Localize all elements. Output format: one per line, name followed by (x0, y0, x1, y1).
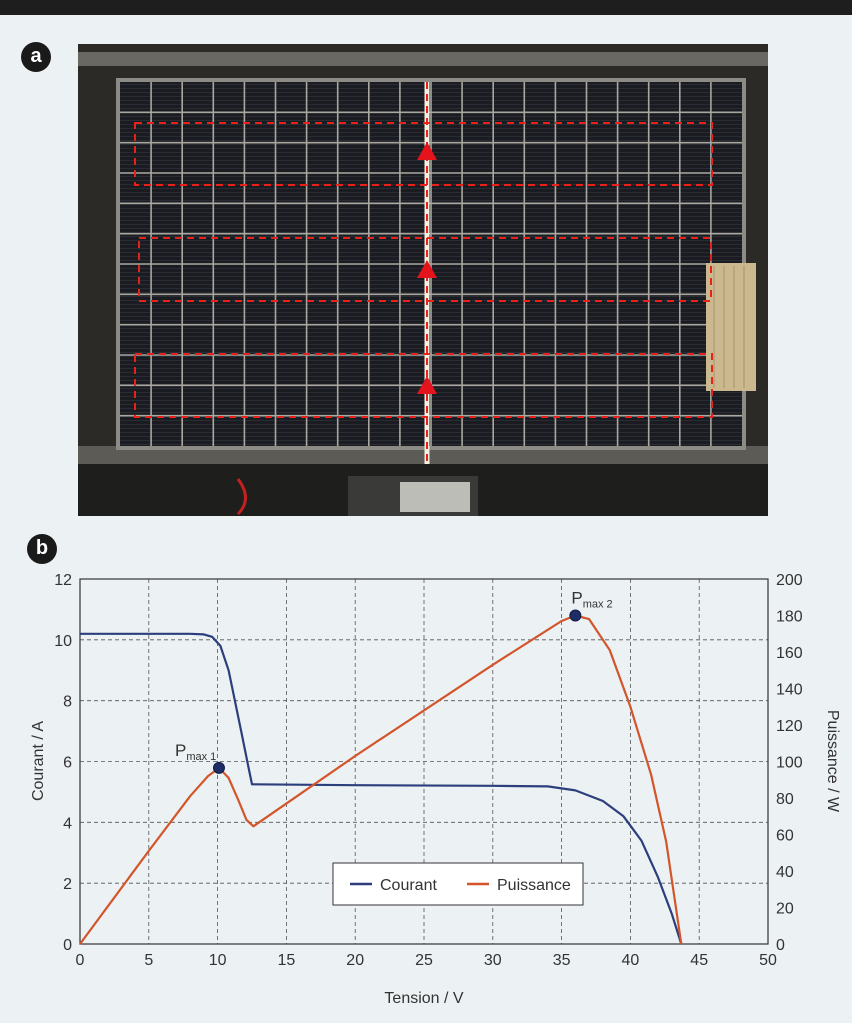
string-2-outline (138, 237, 712, 302)
diode-marker-icon (417, 260, 437, 278)
x-axis-label: Tension / V (384, 990, 463, 1007)
x-tick-label: 10 (209, 952, 227, 969)
x-tick-label: 5 (144, 952, 153, 969)
y-left-axis-label: Courant / A (30, 721, 47, 801)
x-tick-label: 35 (553, 952, 571, 969)
y-left-tick-labels: 0 2 4 6 8 10 12 (54, 572, 72, 954)
x-tick-label: 45 (690, 952, 708, 969)
y-right-tick-label: 20 (776, 901, 794, 918)
iv-power-chart: 0 5 10 15 20 25 30 35 40 45 50 0 2 4 6 8 10 12 0 20 40 60 80… (30, 572, 841, 1007)
electrical-box (400, 482, 470, 512)
legend: Courant Puissance (332, 862, 584, 906)
y-right-tick-label: 200 (776, 572, 803, 589)
y-right-tick-label: 120 (776, 718, 803, 735)
pmax-point-1 (212, 761, 225, 774)
x-tick-label: 30 (484, 952, 502, 969)
top-rule (0, 0, 852, 15)
legend-box (332, 862, 584, 906)
plot-frame (79, 578, 769, 945)
solar-panel-photo (78, 44, 768, 516)
y-left-tick-label: 2 (63, 876, 72, 893)
y-left-tick-label: 10 (54, 633, 72, 650)
y-left-tick-label: 12 (54, 572, 72, 589)
y-right-tick-label: 80 (776, 791, 794, 808)
red-cable (236, 478, 247, 516)
bypass-diode-markers (417, 142, 437, 394)
diode-marker-icon (417, 142, 437, 160)
x-tick-labels: 0 5 10 15 20 25 30 35 40 45 50 (76, 952, 777, 969)
y-right-tick-label: 180 (776, 609, 803, 626)
panel-label-a: a (21, 42, 51, 72)
diode-marker-icon (417, 376, 437, 394)
x-tick-label: 50 (759, 952, 777, 969)
pmax-label-2: Pmax 2 (571, 589, 612, 611)
y-left-tick-label: 0 (63, 937, 72, 954)
y-right-tick-label: 0 (776, 937, 785, 954)
annotation-layer: Pmax 1 Pmax 2 (175, 589, 613, 774)
series-line-courant (80, 632, 683, 945)
x-tick-label: 40 (622, 952, 640, 969)
pmax-label-1: Pmax 1 (175, 741, 216, 763)
legend-label-puissance: Puissance (497, 877, 571, 894)
panel-label-b: b (27, 534, 57, 564)
y-right-tick-label: 140 (776, 682, 803, 699)
x-tick-label: 25 (415, 952, 433, 969)
y-left-tick-label: 4 (63, 815, 72, 832)
legend-label-courant: Courant (380, 877, 437, 894)
x-tick-label: 0 (76, 952, 85, 969)
y-right-tick-labels: 0 20 40 60 80 100 120 140 160 180 200 (776, 572, 803, 954)
y-right-tick-label: 160 (776, 645, 803, 662)
top-rail (78, 52, 768, 66)
x-tick-label: 20 (346, 952, 364, 969)
bottom-rail (78, 446, 768, 464)
x-tick-label: 15 (278, 952, 296, 969)
pmax-point-2 (569, 609, 582, 622)
string-1-outline (134, 122, 713, 186)
y-right-tick-label: 100 (776, 755, 803, 772)
string-3-outline (134, 353, 713, 418)
y-right-axis-label: Puissance / W (824, 710, 841, 813)
y-left-tick-label: 6 (63, 755, 72, 772)
y-left-tick-label: 8 (63, 694, 72, 711)
series-line-puissance (79, 614, 683, 945)
series-layer (79, 614, 683, 945)
y-right-tick-label: 60 (776, 828, 794, 845)
y-right-tick-label: 40 (776, 864, 794, 881)
string-outlines (134, 122, 713, 418)
cardboard-texture (713, 266, 745, 388)
